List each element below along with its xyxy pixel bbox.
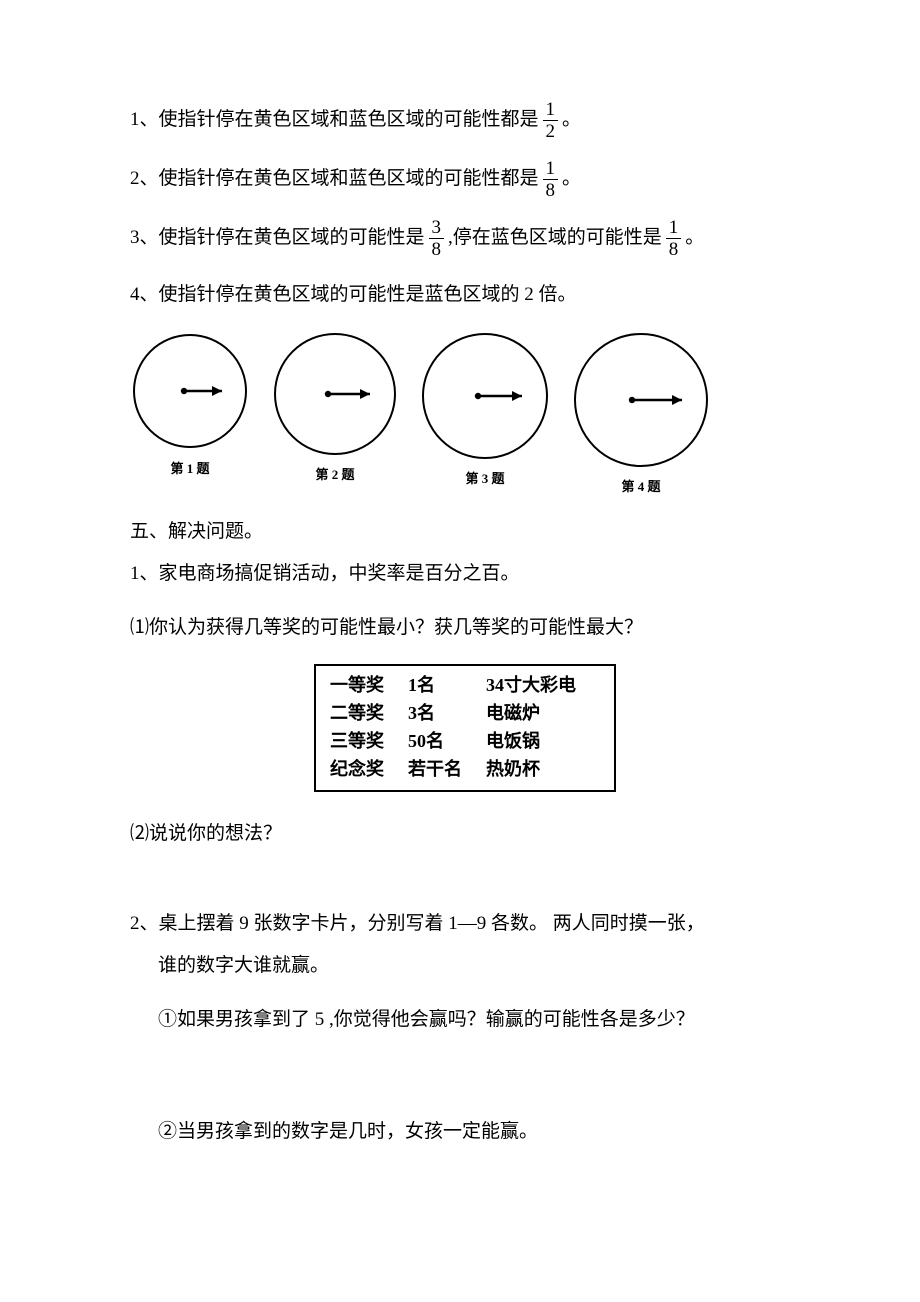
fraction-numerator: 1 [666, 218, 682, 238]
fraction-numerator: 1 [543, 100, 559, 120]
table-row: 一等奖 1名 34寸大彩电 [330, 672, 596, 700]
question-2: 2、使指针停在黄色区域和蓝色区域的可能性都是 1 8 。 [130, 159, 800, 200]
fraction-numerator: 3 [429, 218, 445, 238]
problem-1-sub-1: ⑴你认为获得几等奖的可能性最小？获几等奖的可能性最大？ [130, 610, 800, 646]
answer-space [130, 1078, 800, 1114]
problem-1-sub-2: ⑵说说你的想法？ [130, 816, 800, 852]
question-3: 3、使指针停在黄色区域的可能性是 3 8 ,停在蓝色区域的可能性是 1 8 。 [130, 218, 800, 259]
prize-tier: 纪念奖 [330, 756, 408, 784]
spinner-2-label: 第 2 题 [315, 463, 354, 488]
q1-prefix: 1、使指针停在黄色区域和蓝色区域的可能性都是 [130, 102, 539, 138]
problem-1-title: 1、家电商场搞促销活动，中奖率是百分之百。 [130, 556, 800, 592]
prize-count: 若干名 [408, 756, 486, 784]
prize-table: 一等奖 1名 34寸大彩电 二等奖 3名 电磁炉 三等奖 50名 电饭锅 纪念奖… [314, 664, 616, 792]
spinner-4-label: 第 4 题 [621, 475, 660, 500]
spinner-4: 第 4 题 [572, 331, 710, 500]
q2-suffix: 。 [562, 161, 581, 197]
problem-2-sub-2: ②当男孩拿到的数字是几时，女孩一定能赢。 [130, 1114, 800, 1150]
fraction-denominator: 2 [543, 120, 559, 141]
fraction-denominator: 8 [543, 179, 559, 200]
spinners-row: 第 1 题 第 2 题 第 3 题 第 4 题 [130, 331, 800, 500]
q2-prefix: 2、使指针停在黄色区域和蓝色区域的可能性都是 [130, 161, 539, 197]
q1-suffix: 。 [562, 102, 581, 138]
prize-count: 1名 [408, 672, 486, 700]
section-5-heading: 五、解决问题。 [130, 514, 800, 550]
prize-item: 电饭锅 [486, 728, 596, 756]
prize-tier: 一等奖 [330, 672, 408, 700]
problem-2-sub-1: ①如果男孩拿到了 5 ,你觉得他会赢吗？输赢的可能性各是多少？ [130, 1002, 800, 1038]
fraction-1-8: 1 8 [666, 218, 682, 259]
spinner-1: 第 1 题 [130, 331, 250, 500]
prize-item: 34寸大彩电 [486, 672, 596, 700]
spinner-circle-icon [572, 331, 710, 469]
spinner-circle-icon [420, 331, 550, 461]
spinner-2: 第 2 题 [272, 331, 398, 500]
problem-2-line-2: 谁的数字大谁就赢。 [130, 948, 800, 984]
spinner-circle-icon [272, 331, 398, 457]
spinner-3-label: 第 3 题 [465, 467, 504, 492]
problem-2-line-1: 2、桌上摆着 9 张数字卡片，分别写着 1—9 各数。 两人同时摸一张， [130, 906, 800, 942]
fraction-3-8: 3 8 [429, 218, 445, 259]
question-1: 1、使指针停在黄色区域和蓝色区域的可能性都是 1 2 。 [130, 100, 800, 141]
answer-space [130, 870, 800, 906]
fraction-1-8: 1 8 [543, 159, 559, 200]
prize-item: 电磁炉 [486, 700, 596, 728]
prize-count: 50名 [408, 728, 486, 756]
spinner-1-label: 第 1 题 [170, 457, 209, 482]
fraction-numerator: 1 [543, 159, 559, 179]
fraction-denominator: 8 [666, 238, 682, 259]
question-4: 4、使指针停在黄色区域的可能性是蓝色区域的 2 倍。 [130, 277, 800, 313]
table-row: 三等奖 50名 电饭锅 [330, 728, 596, 756]
spinner-circle-icon [130, 331, 250, 451]
table-row: 二等奖 3名 电磁炉 [330, 700, 596, 728]
prize-count: 3名 [408, 700, 486, 728]
spinner-3: 第 3 题 [420, 331, 550, 500]
prize-tier: 二等奖 [330, 700, 408, 728]
prize-tier: 三等奖 [330, 728, 408, 756]
table-row: 纪念奖 若干名 热奶杯 [330, 756, 596, 784]
prize-table-wrap: 一等奖 1名 34寸大彩电 二等奖 3名 电磁炉 三等奖 50名 电饭锅 纪念奖… [130, 664, 800, 792]
fraction-denominator: 8 [429, 238, 445, 259]
prize-item: 热奶杯 [486, 756, 596, 784]
q3-mid: ,停在蓝色区域的可能性是 [448, 220, 662, 256]
fraction-1-2: 1 2 [543, 100, 559, 141]
q3-suffix: 。 [685, 220, 704, 256]
q3-prefix: 3、使指针停在黄色区域的可能性是 [130, 220, 425, 256]
